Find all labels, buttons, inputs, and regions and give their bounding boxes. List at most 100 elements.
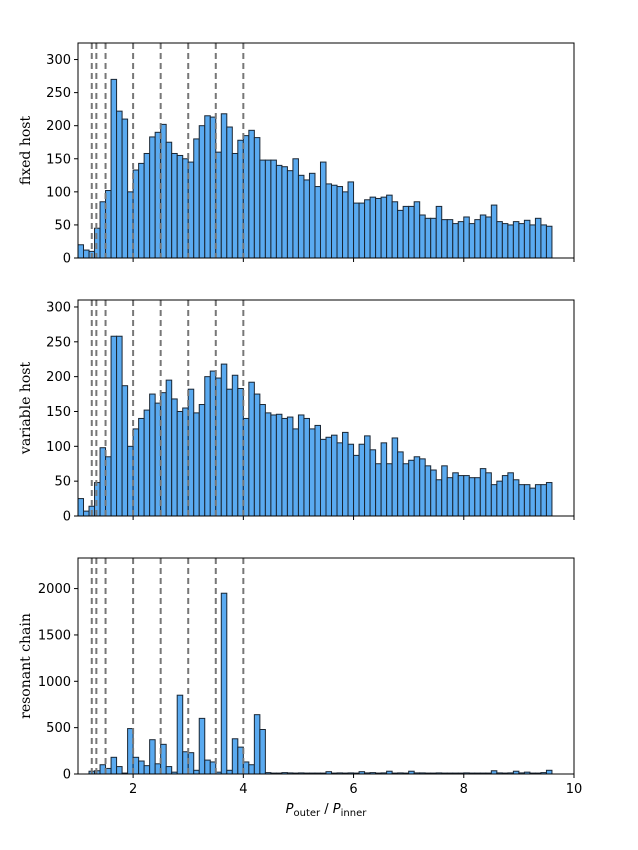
histogram-bar: [303, 417, 310, 517]
histogram-bar: [138, 417, 145, 517]
histogram-bar: [226, 126, 233, 259]
histogram-bar: [507, 224, 514, 259]
histogram-bar: [435, 479, 443, 517]
y-tick-label: 50: [54, 475, 71, 490]
y-tick-label: 100: [46, 440, 71, 455]
histogram-bar: [545, 482, 553, 517]
y-tick-label: 200: [46, 119, 71, 134]
y-tick-label: 250: [46, 86, 71, 101]
histogram-bar: [281, 417, 288, 517]
histogram-bar: [220, 113, 228, 259]
histogram-bar: [77, 498, 85, 517]
histogram-bar: [463, 216, 470, 259]
histogram-bar: [540, 484, 547, 517]
histogram-bar: [204, 759, 211, 775]
x-tick-label: 8: [460, 782, 468, 797]
histogram-bar: [231, 738, 239, 775]
histogram-bar: [297, 174, 305, 259]
histogram-bar: [375, 197, 382, 259]
histogram-bar: [446, 477, 454, 517]
histogram-bar: [149, 393, 156, 517]
histogram-bar: [110, 78, 118, 259]
y-ticks-resonant-chain: 0 500 1000 1500 2000: [38, 582, 78, 783]
x-axis-label: Pouter / Pinner: [286, 802, 368, 819]
histogram-bar: [397, 451, 404, 517]
histogram-bar: [297, 414, 305, 517]
axes-frame-fixed-host: [77, 42, 575, 259]
histogram-bar: [264, 412, 272, 517]
bars-fixed-host: [77, 78, 553, 259]
y-tick-label: 0: [63, 768, 71, 783]
histogram-bar: [518, 223, 525, 259]
histogram-bar: [463, 475, 470, 517]
histogram-bar: [545, 769, 553, 775]
histogram-bar: [496, 480, 503, 517]
histogram-bar: [441, 219, 448, 259]
histogram-bar: [253, 714, 261, 775]
histogram-bar: [281, 166, 288, 259]
histogram-bar: [479, 214, 487, 259]
histogram-bar: [165, 766, 173, 775]
histogram-bar: [485, 216, 492, 259]
histogram-bar: [452, 223, 459, 259]
histogram-bar: [116, 335, 123, 517]
histogram-bar: [248, 129, 255, 259]
histogram-bar: [253, 393, 261, 517]
x-axis-label-sub-inner: inner: [341, 808, 368, 819]
histogram-bar: [424, 465, 432, 517]
histogram-bar: [248, 381, 255, 517]
x-ticks-variable-host: [132, 516, 575, 520]
histogram-bar: [253, 137, 261, 259]
y-tick-label: 500: [46, 721, 71, 736]
histogram-bar: [485, 472, 492, 517]
histogram-bar: [342, 431, 349, 517]
histogram-bar: [176, 694, 184, 775]
histogram-bar: [121, 385, 129, 517]
histogram-bar: [468, 223, 476, 259]
histogram-bar: [364, 435, 371, 517]
y-axis-label-variable-host: variable host: [18, 362, 34, 456]
x-ticks-resonant-chain: 2 4 6 8 10: [129, 774, 582, 797]
histogram-bar: [545, 225, 553, 259]
histogram-bar: [314, 424, 321, 517]
histogram-bar: [358, 202, 366, 259]
histogram-bar: [391, 437, 399, 517]
histogram-bar: [419, 214, 426, 259]
histogram-bar: [77, 244, 85, 259]
y-ticks-variable-host: 0 50 100 150 200 250 300: [46, 300, 78, 525]
x-tick-label: 4: [239, 782, 247, 797]
y-tick-label: 2000: [38, 582, 71, 597]
histogram-bar: [408, 205, 415, 259]
histogram-bar: [402, 205, 410, 259]
histogram-bar: [325, 436, 333, 517]
histogram-bar: [534, 217, 542, 259]
histogram-bar: [347, 443, 355, 517]
histogram-bar: [314, 186, 321, 259]
y-tick-label: 50: [54, 218, 71, 233]
y-tick-label: 150: [46, 152, 71, 167]
histogram-bar: [386, 463, 393, 517]
histogram-bar: [308, 428, 316, 517]
histogram-bar: [270, 414, 277, 517]
y-tick-label: 200: [46, 370, 71, 385]
histogram-bar: [375, 463, 382, 517]
histogram-bar: [116, 110, 123, 259]
histogram-bar: [143, 409, 151, 517]
histogram-bar: [286, 416, 294, 517]
histogram-bar: [149, 739, 156, 775]
histogram-bar: [408, 459, 415, 517]
histogram-bar: [380, 196, 388, 259]
histogram-bar: [193, 412, 200, 517]
y-tick-label: 1000: [38, 675, 71, 690]
histogram-bar: [490, 204, 498, 259]
histogram-bar: [286, 170, 294, 259]
histogram-bar: [259, 729, 266, 775]
histogram-bar: [165, 141, 173, 259]
histogram-bar: [110, 335, 118, 517]
histogram-bar: [468, 477, 476, 517]
bars-resonant-chain: [88, 592, 553, 775]
histogram-bar: [198, 125, 206, 259]
histogram-bar: [325, 183, 333, 259]
histogram-bar: [259, 159, 266, 259]
